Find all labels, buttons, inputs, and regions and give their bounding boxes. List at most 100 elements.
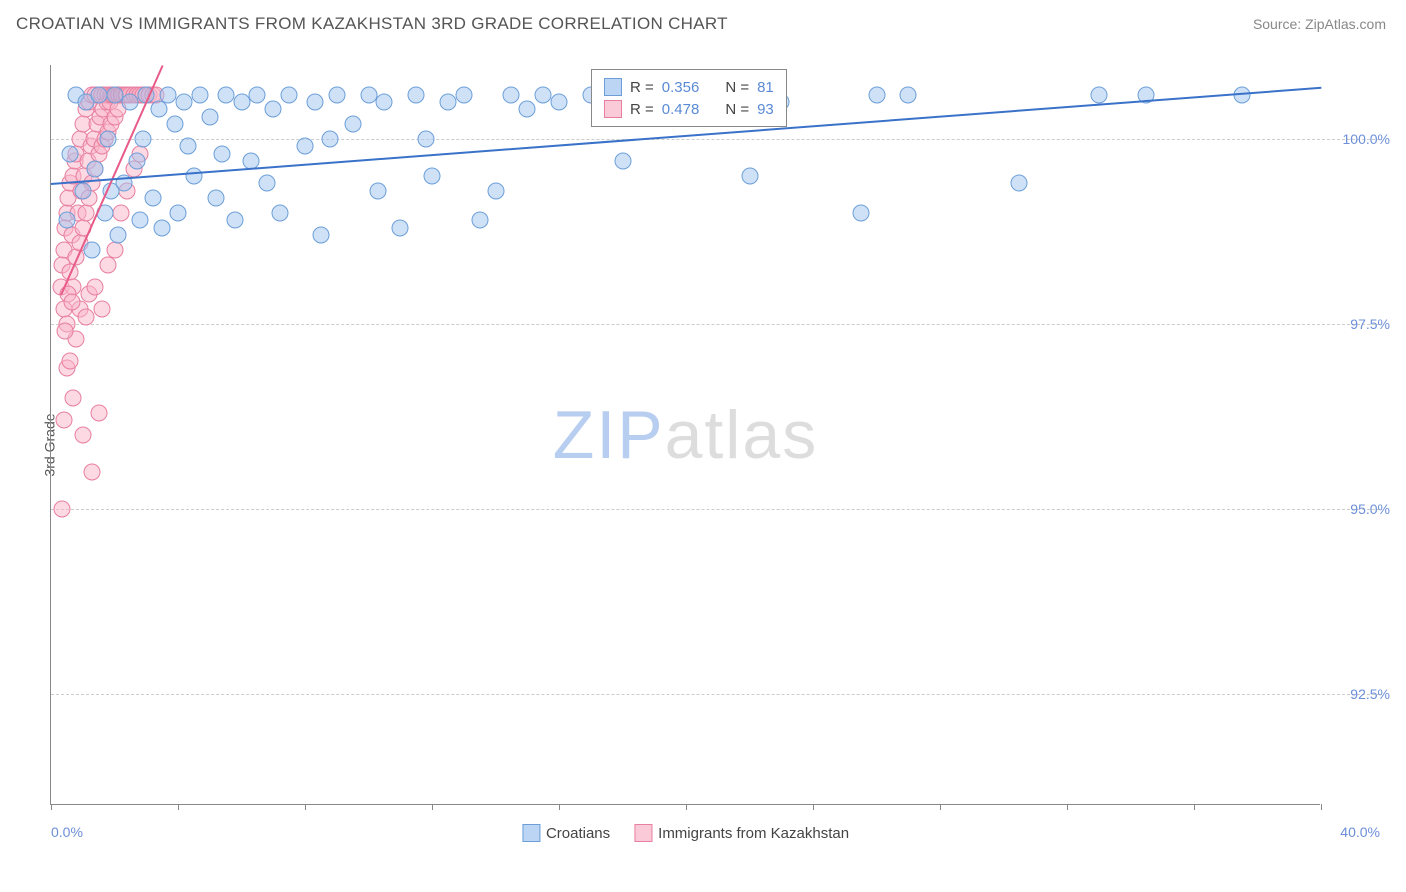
y-tick-label: 100.0% (1343, 131, 1390, 147)
x-tick-mark (178, 804, 179, 810)
scatter-point (62, 353, 79, 370)
r-label: R = (630, 79, 654, 96)
swatch-a-icon (522, 824, 540, 842)
scatter-point (265, 101, 282, 118)
gridline (51, 324, 1380, 325)
scatter-point (424, 168, 441, 185)
r-value-b: 0.478 (662, 101, 700, 118)
scatter-point (62, 145, 79, 162)
y-tick-label: 92.5% (1350, 686, 1390, 702)
scatter-point (160, 86, 177, 103)
x-tick-mark (813, 804, 814, 810)
scatter-point (551, 94, 568, 111)
scatter-point (150, 101, 167, 118)
scatter-point (74, 427, 91, 444)
scatter-point (106, 242, 123, 259)
watermark: ZIPatlas (553, 396, 818, 474)
scatter-point (1011, 175, 1028, 192)
scatter-point (417, 131, 434, 148)
scatter-point (201, 108, 218, 125)
chart-header: CROATIAN VS IMMIGRANTS FROM KAZAKHSTAN 3… (0, 0, 1406, 42)
scatter-point (408, 86, 425, 103)
scatter-point (852, 205, 869, 222)
scatter-point (170, 205, 187, 222)
x-label-min: 0.0% (51, 824, 83, 840)
scatter-point (271, 205, 288, 222)
y-tick-label: 95.0% (1350, 501, 1390, 517)
x-tick-mark (1321, 804, 1322, 810)
plot-region: ZIPatlas 0.0% 40.0% Croatians Immigrants… (50, 65, 1320, 805)
scatter-point (122, 94, 139, 111)
scatter-point (227, 212, 244, 229)
scatter-point (297, 138, 314, 155)
scatter-point (74, 182, 91, 199)
scatter-point (54, 501, 71, 518)
scatter-point (135, 131, 152, 148)
scatter-point (217, 86, 234, 103)
scatter-point (249, 86, 266, 103)
stats-row-a: R = 0.356 N = 81 (604, 76, 774, 98)
y-tick-label: 97.5% (1350, 316, 1390, 332)
scatter-point (106, 86, 123, 103)
legend-label-b: Immigrants from Kazakhstan (658, 825, 849, 842)
scatter-point (258, 175, 275, 192)
scatter-point (392, 219, 409, 236)
n-value-a: 81 (757, 79, 774, 96)
scatter-point (93, 301, 110, 318)
x-tick-mark (432, 804, 433, 810)
scatter-point (1090, 86, 1107, 103)
scatter-point (344, 116, 361, 133)
legend-item-b: Immigrants from Kazakhstan (634, 824, 849, 842)
scatter-point (100, 256, 117, 273)
scatter-point (208, 190, 225, 207)
x-tick-mark (1067, 804, 1068, 810)
scatter-point (185, 168, 202, 185)
scatter-point (84, 464, 101, 481)
scatter-point (233, 94, 250, 111)
gridline (51, 509, 1380, 510)
scatter-point (487, 182, 504, 199)
scatter-point (112, 205, 129, 222)
scatter-point (519, 101, 536, 118)
gridline (51, 139, 1380, 140)
chart-area: 3rd Grade ZIPatlas 0.0% 40.0% Croatians … (40, 50, 1390, 840)
scatter-point (87, 279, 104, 296)
scatter-point (868, 86, 885, 103)
scatter-point (84, 242, 101, 259)
scatter-point (65, 390, 82, 407)
x-label-max: 40.0% (1340, 824, 1380, 840)
scatter-point (179, 138, 196, 155)
scatter-point (503, 86, 520, 103)
x-tick-mark (1194, 804, 1195, 810)
x-tick-mark (305, 804, 306, 810)
gridline (51, 694, 1380, 695)
scatter-point (77, 205, 94, 222)
stats-row-b: R = 0.478 N = 93 (604, 98, 774, 120)
scatter-point (90, 404, 107, 421)
scatter-point (535, 86, 552, 103)
x-tick-mark (686, 804, 687, 810)
chart-title: CROATIAN VS IMMIGRANTS FROM KAZAKHSTAN 3… (16, 14, 728, 34)
scatter-point (87, 160, 104, 177)
scatter-point (192, 86, 209, 103)
scatter-point (55, 412, 72, 429)
scatter-point (176, 94, 193, 111)
scatter-point (328, 86, 345, 103)
watermark-part1: ZIP (553, 397, 665, 473)
scatter-point (166, 116, 183, 133)
swatch-a-icon (604, 78, 622, 96)
scatter-point (741, 168, 758, 185)
n-label: N = (725, 79, 749, 96)
scatter-point (376, 94, 393, 111)
scatter-point (360, 86, 377, 103)
x-tick-mark (940, 804, 941, 810)
scatter-point (154, 219, 171, 236)
scatter-point (63, 293, 80, 310)
scatter-point (131, 212, 148, 229)
chart-source: Source: ZipAtlas.com (1253, 16, 1386, 32)
scatter-point (214, 145, 231, 162)
swatch-b-icon (604, 100, 622, 118)
swatch-b-icon (634, 824, 652, 842)
legend-label-a: Croatians (546, 825, 610, 842)
x-tick-mark (51, 804, 52, 810)
